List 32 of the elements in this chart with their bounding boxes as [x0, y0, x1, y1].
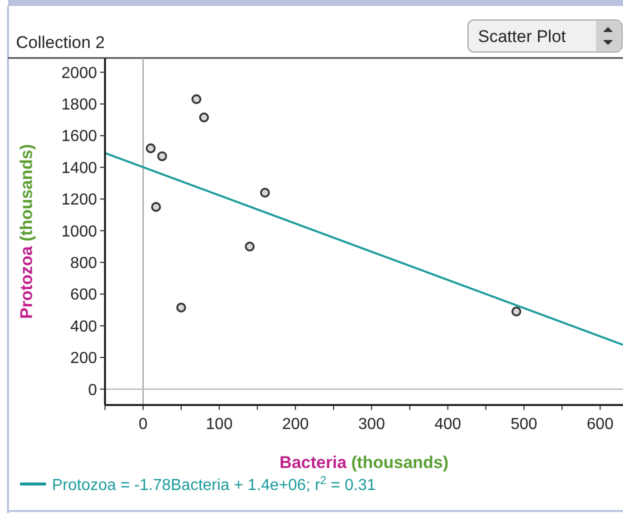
y-tick-label: 200 [70, 350, 98, 368]
point [260, 188, 270, 198]
y-tick-label: 800 [70, 254, 98, 272]
y-tick-label: 1800 [61, 96, 98, 114]
y-tick-label: 0 [88, 382, 98, 399]
x-tick-label: 400 [434, 416, 462, 433]
x-tick-label: 600 [586, 416, 614, 433]
y-tick-label: 2000 [61, 64, 98, 82]
point [176, 302, 186, 312]
x-tick-label: 0 [138, 416, 148, 433]
y-tick-label: 400 [70, 318, 98, 336]
point [244, 242, 255, 252]
point [157, 151, 168, 162]
point [146, 143, 156, 154]
point [511, 306, 522, 316]
y-tick-label: 1200 [61, 192, 98, 209]
point [151, 202, 161, 212]
x-tick-label: 100 [206, 416, 233, 433]
legend-label: Protozoa = -1.78Bacteria + 1.4e+06; r$^{2}$ = 0.31 [52, 475, 376, 494]
dropdown-menu: Scatter Plot [468, 20, 622, 52]
y-axis-title: Protozoa (thousands) [17, 144, 36, 319]
x-tick-label: 500 [510, 416, 538, 433]
chart-title: Collection 2 [16, 33, 105, 52]
y-tick-label: 600 [70, 286, 98, 304]
y-tick-label: 1400 [61, 160, 98, 177]
y-tick-label: 1600 [61, 128, 98, 146]
point [199, 112, 209, 122]
point [192, 94, 202, 104]
x-tick-label: 200 [282, 416, 309, 433]
y-tick-label: 1000 [61, 223, 98, 240]
x-tick-label: 300 [358, 416, 386, 433]
x-axis-title: Bacteria (thousands) [279, 453, 449, 472]
